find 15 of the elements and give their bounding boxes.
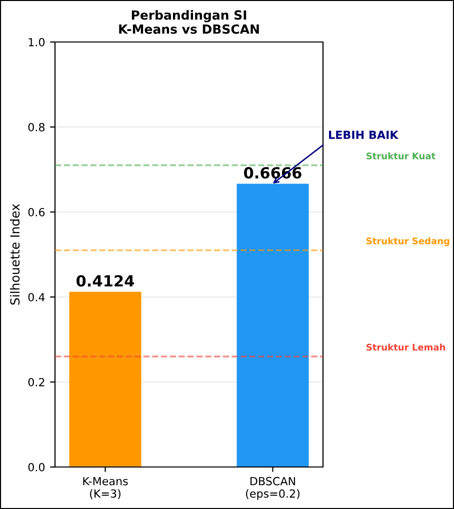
ref-line-label: Struktur Lemah — [366, 344, 446, 351]
chart-title: Perbandingan SI K-Means vs DBSCAN — [119, 10, 259, 34]
y-tick-label: 0.8 — [28, 122, 45, 132]
y-tick-label: 0.6 — [28, 208, 45, 216]
y-tick-label: 1.0 — [28, 38, 45, 46]
y-tick-label: 0.4 — [28, 292, 45, 302]
ref-line-label: Struktur Sedang — [366, 237, 450, 246]
x-tick-label: DBSCAN (eps=0.2) — [246, 476, 300, 500]
data-label: 0.4124 — [76, 275, 134, 287]
y-axis-title: Silhouette Index — [10, 204, 20, 305]
y-tick-label: 0.0 — [28, 462, 45, 472]
annotation: LEBIH BAIK — [329, 130, 399, 139]
x-tick-label: K-Means (K=3) — [83, 477, 128, 500]
y-tick-label: 0.2 — [28, 378, 44, 386]
ref-line-label: Struktur Kuat — [366, 152, 436, 160]
